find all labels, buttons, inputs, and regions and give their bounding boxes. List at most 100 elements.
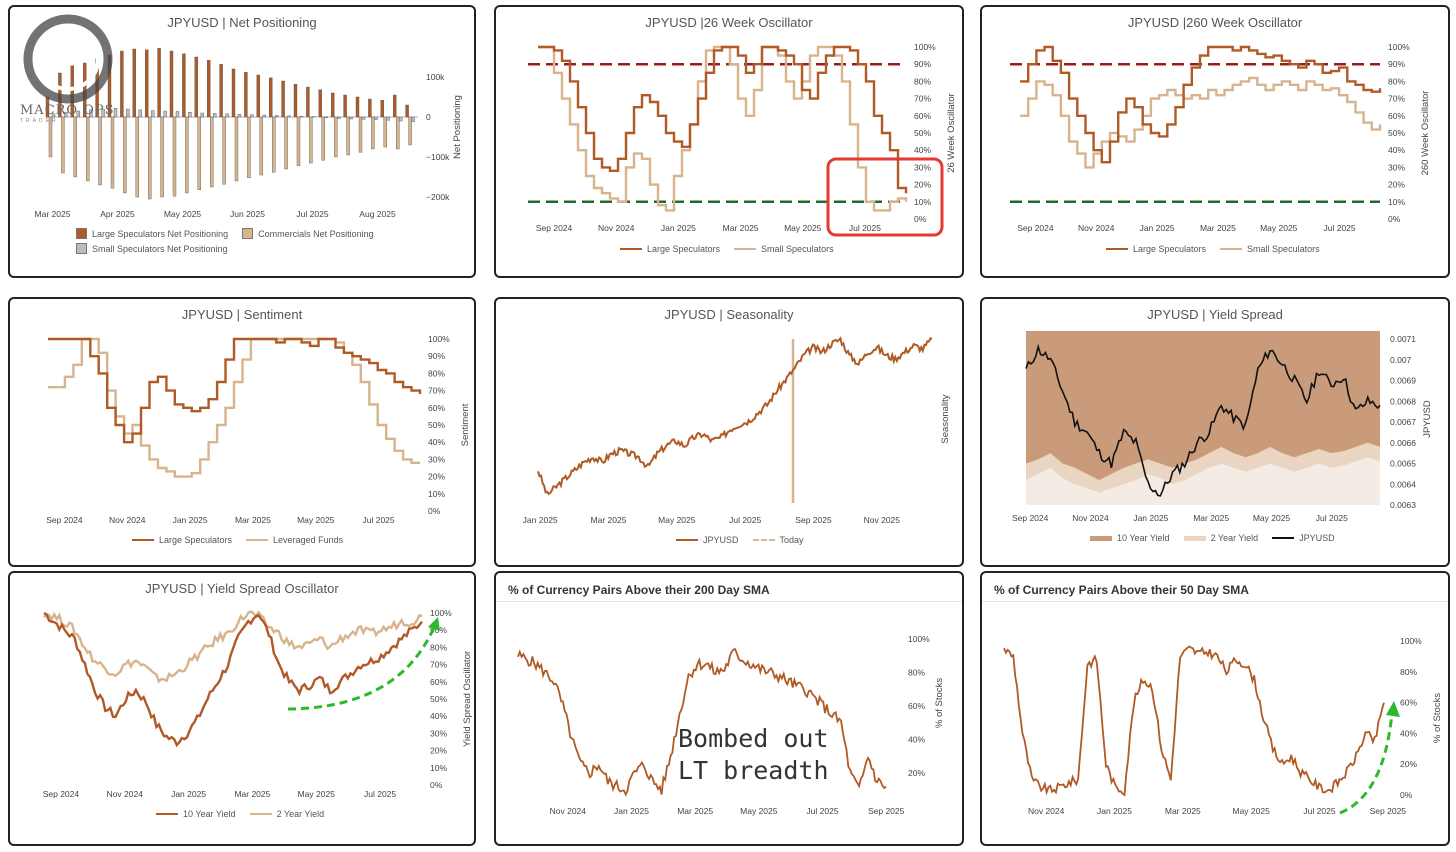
y-tick-label: 50% [430,694,447,704]
bar [306,86,310,118]
bar [374,116,378,120]
chart-title: JPYUSD | Yield Spread [1147,307,1283,322]
x-tick-label: Sep 2024 [536,223,573,233]
x-tick-label: May 2025 [297,515,335,525]
x-tick-label: Jan 2025 [1140,223,1175,233]
bar [346,116,350,156]
bar [163,110,167,118]
x-tick-label: Jun 2025 [230,209,265,219]
legend-label: Small Speculators Net Positioning [92,243,228,254]
series-line [43,612,423,748]
y-tick-label: 90% [1388,59,1405,69]
y-tick-label: 60% [1388,111,1405,121]
bar [126,108,130,118]
legend-label: Small Speculators [1247,244,1320,254]
x-tick-label: Mar 2025 [591,515,627,525]
y-tick-label: 40% [1388,145,1405,155]
bar [120,50,124,118]
y-tick-label: 100% [428,334,450,344]
bar [405,104,409,118]
chart-title: JPYUSD | Net Positioning [167,15,317,30]
legend-swatch [1183,535,1206,541]
trend-arrow [1339,712,1394,815]
bar [275,115,279,118]
x-tick-label: Jul 2025 [364,789,396,799]
chart-title: JPYUSD |260 Week Oscillator [1127,15,1303,30]
bar [343,94,347,118]
x-tick-label: Sep 2024 [1012,513,1049,523]
x-tick-label: Jan 2025 [614,806,649,816]
y-axis-label: Seasonality [940,394,951,443]
x-tick-label: Sep 2025 [1370,806,1407,816]
y-tick-label: 40% [430,711,447,721]
bar [147,116,152,200]
chart-title: % of Currency Pairs Above their 50 Day S… [994,583,1249,597]
y-tick-label: 70% [430,660,447,670]
chart-legend: JPYUSD Today [676,535,804,545]
y-tick-label: 100% [1400,636,1422,646]
y-tick-label: 30% [428,454,445,464]
chart-title: JPYUSD | Sentiment [181,307,303,322]
series-line [537,336,933,496]
y-axis-label: 260 Week Oscillator [1420,91,1431,176]
bar [396,116,400,150]
panel-net-positioning: 100k 0 −100k −200k Mar 2025 Apr 2025 May 2025 J… [8,5,476,278]
bar [399,116,403,122]
annotation-text: Bombed out LT breadth [678,723,829,787]
bar [110,116,115,189]
series-line [1020,45,1382,164]
x-tick-label: Apr 2025 [100,209,135,219]
legend-label: JPYUSD [1299,533,1335,543]
bar [256,74,261,118]
bar [98,116,102,186]
y-tick-label: 50% [428,420,445,430]
y-tick-label: 0.0068 [1390,396,1416,406]
chart-legend: Large Speculators Net Positioning Commer… [76,228,436,254]
x-tick-label: May 2025 [1253,513,1291,523]
area-10-year [1026,331,1380,481]
y-tick-label: 0.0066 [1390,438,1416,448]
bar [231,68,236,118]
y-tick-label: 100% [908,634,930,644]
y-axis-label: Sentiment [460,403,471,446]
y-tick-label: 0% [1388,214,1401,224]
y-tick-label: −100k [426,152,450,162]
x-tick-label: Mar 2025 [1200,223,1236,233]
bar [408,116,412,146]
bar [250,114,254,118]
x-tick-label: Nov 2024 [1028,806,1065,816]
bar [61,116,65,174]
legend-swatch [242,228,254,239]
series-line [48,337,420,478]
y-tick-label: 60% [428,403,445,413]
x-tick-label: Jan 2025 [171,789,206,799]
legend-label: Small Speculators [761,244,834,254]
y-tick-label: 40% [428,437,445,447]
y-tick-label: 80% [430,642,447,652]
legend-label: Commercials Net Positioning [258,228,374,239]
x-tick-label: Jan 2025 [523,515,558,525]
bar [262,114,267,118]
bar [293,83,298,118]
y-tick-label: 0% [428,506,441,516]
legend-label: Today [779,535,804,545]
y-tick-label: 0.0064 [1390,479,1416,489]
panel-260-week-oscillator: 100% 90% 80% 70% 60% 50% 40% 30% 20% 10% 0% Sep 202… [980,5,1450,278]
bar [281,80,285,118]
bar [411,116,415,123]
y-tick-label: 20% [1400,759,1417,769]
legend-label: JPYUSD [703,535,739,545]
y-tick-label: 0% [1400,790,1413,800]
bar [123,116,127,194]
legend-swatch [1090,535,1112,541]
bar [386,116,390,121]
bar [324,116,328,119]
legend-swatch [752,539,775,541]
panel-sentiment: 100% 90% 80% 70% 60% 50% 40% 30% 20% 10% 0% Sep 202… [8,297,476,567]
x-tick-label: Jul 2025 [1316,513,1348,523]
y-tick-label: 30% [1388,162,1405,172]
bar [383,116,387,148]
legend-swatch [246,539,269,541]
x-tick-label: Mar 2025 [1193,513,1229,523]
bar [334,116,338,158]
